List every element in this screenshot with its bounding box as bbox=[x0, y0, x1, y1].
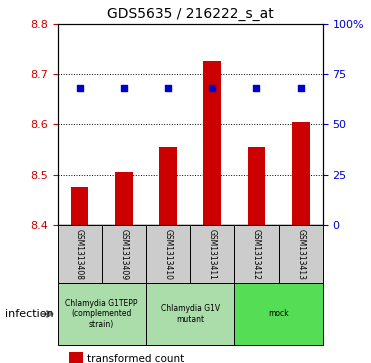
Bar bbox=[115, 172, 133, 225]
Text: mock: mock bbox=[268, 310, 289, 318]
Text: Chlamydia G1V
mutant: Chlamydia G1V mutant bbox=[161, 304, 220, 324]
Bar bbox=[247, 147, 265, 225]
Point bbox=[209, 85, 215, 91]
Text: GSM1313412: GSM1313412 bbox=[252, 229, 261, 280]
Bar bbox=[159, 147, 177, 225]
Bar bbox=[292, 122, 309, 225]
Point bbox=[77, 85, 83, 91]
Text: GSM1313410: GSM1313410 bbox=[164, 229, 173, 280]
Bar bbox=[71, 187, 88, 225]
Bar bbox=[234, 283, 323, 345]
Text: infection: infection bbox=[5, 309, 54, 319]
Bar bbox=[279, 225, 323, 283]
Text: GSM1313408: GSM1313408 bbox=[75, 229, 84, 280]
Bar bbox=[190, 225, 234, 283]
Title: GDS5635 / 216222_s_at: GDS5635 / 216222_s_at bbox=[107, 7, 273, 21]
Text: Chlamydia G1TEPP
(complemented
strain): Chlamydia G1TEPP (complemented strain) bbox=[65, 299, 138, 329]
Bar bbox=[58, 225, 102, 283]
Text: GSM1313413: GSM1313413 bbox=[296, 229, 305, 280]
Point bbox=[298, 85, 303, 91]
Point bbox=[253, 85, 259, 91]
Bar bbox=[58, 283, 146, 345]
Point bbox=[165, 85, 171, 91]
Point bbox=[121, 85, 127, 91]
Bar bbox=[102, 225, 146, 283]
Text: GSM1313411: GSM1313411 bbox=[208, 229, 217, 280]
Bar bbox=[234, 225, 279, 283]
Bar bbox=[146, 283, 234, 345]
Text: transformed count: transformed count bbox=[87, 354, 184, 363]
Bar bbox=[203, 61, 221, 225]
Text: GSM1313409: GSM1313409 bbox=[119, 229, 128, 280]
Bar bbox=[146, 225, 190, 283]
